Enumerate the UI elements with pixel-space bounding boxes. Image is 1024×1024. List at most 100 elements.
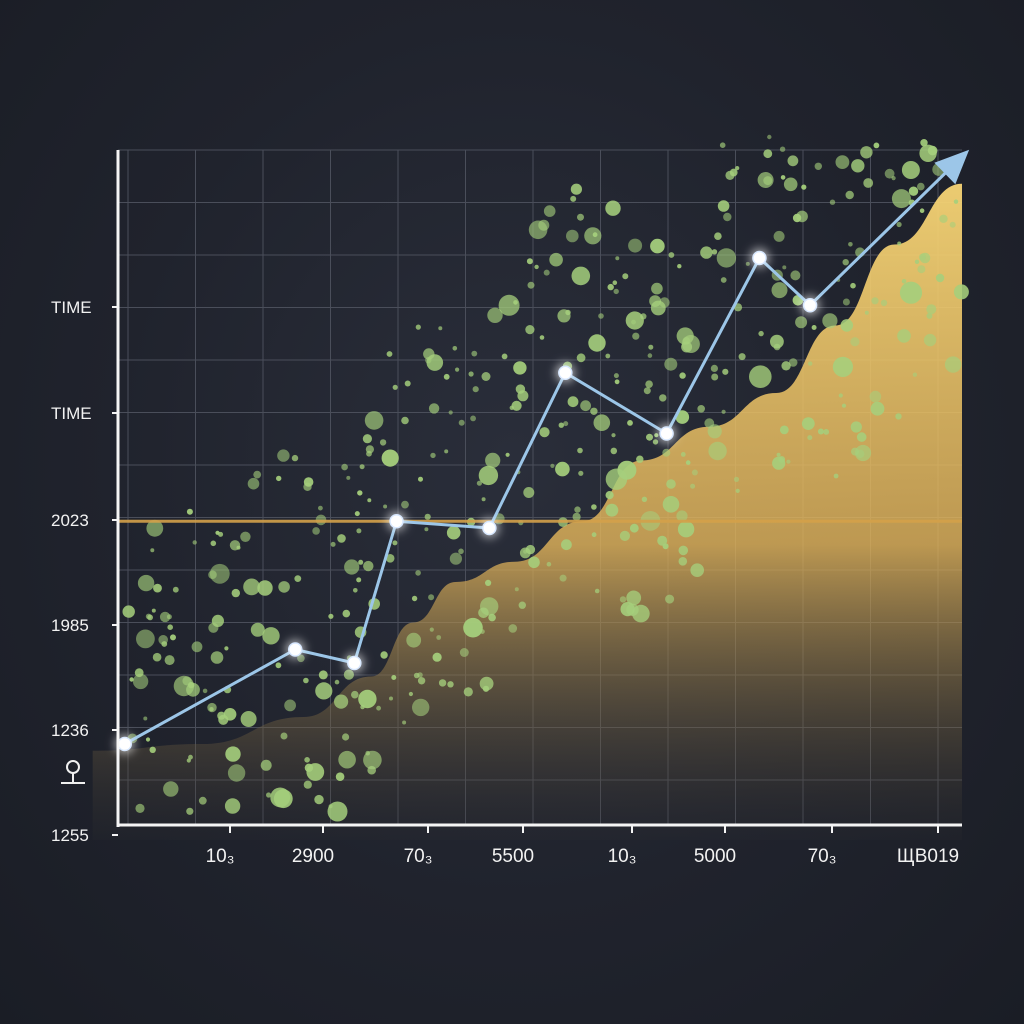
scatter-point — [270, 787, 291, 808]
scatter-point — [632, 604, 650, 623]
scatter-point — [415, 570, 421, 576]
scatter-point — [418, 476, 423, 482]
scatter-point — [303, 780, 312, 789]
scatter-point — [871, 297, 879, 305]
scatter-point — [381, 449, 399, 467]
scatter-point — [257, 580, 273, 596]
scatter-point — [697, 405, 705, 413]
trend-point — [347, 655, 362, 671]
trend-line-layer — [110, 149, 970, 758]
scatter-point — [914, 259, 920, 264]
scatter-point — [953, 199, 959, 204]
scatter-point — [449, 552, 462, 565]
scatter-point — [863, 178, 874, 188]
scatter-point — [850, 337, 860, 347]
scatter-point — [210, 540, 217, 547]
trend-point — [659, 426, 674, 441]
scatter-point — [786, 459, 791, 464]
scatter-point — [572, 512, 581, 521]
scatter-point — [558, 422, 564, 428]
scatter-point — [401, 500, 409, 509]
scatter-point — [851, 159, 865, 173]
scatter-point — [367, 498, 372, 503]
scatter-point — [528, 220, 548, 240]
scatter-point — [918, 253, 926, 261]
scatter-point — [354, 511, 360, 517]
scatter-point — [908, 186, 919, 196]
scatter-point — [546, 561, 552, 567]
scatter-point — [172, 586, 179, 593]
scatter-point — [711, 249, 718, 255]
scatter-point — [470, 415, 476, 422]
scatter-point — [574, 506, 581, 513]
scatter-point — [275, 662, 282, 669]
scatter-point — [364, 411, 384, 430]
scatter-point — [358, 559, 364, 565]
scatter-point — [920, 139, 928, 147]
scatter-point — [284, 699, 296, 712]
scatter-point — [632, 332, 640, 340]
trend-point — [287, 642, 303, 657]
scatter-point — [690, 563, 704, 577]
y-tick-label: TIME — [51, 404, 92, 423]
scatter-point — [594, 588, 600, 594]
scatter-point — [675, 410, 690, 424]
x-tick-label: 10₃ — [206, 846, 235, 867]
scatter-point — [159, 611, 171, 623]
scatter-point — [478, 465, 499, 486]
scatter-point — [897, 241, 902, 246]
scatter-layer — [122, 134, 969, 822]
scatter-point — [555, 461, 570, 477]
scatter-point — [479, 676, 494, 691]
scatter-point — [567, 396, 579, 408]
scatter-point — [614, 379, 620, 385]
scatter-point — [801, 417, 815, 430]
scatter-point — [891, 189, 911, 209]
scatter-point — [225, 746, 241, 762]
scatter-point — [926, 312, 933, 319]
scatter-point — [781, 361, 791, 371]
scatter-point — [459, 648, 469, 657]
scatter-point — [801, 184, 807, 190]
scatter-point — [917, 182, 925, 191]
x-tick-label: 5000 — [694, 846, 736, 867]
scatter-point — [735, 166, 740, 171]
scatter-point — [488, 613, 496, 622]
scatter-point — [356, 528, 362, 534]
scatter-point — [351, 690, 359, 699]
scatter-point — [294, 575, 302, 582]
scatter-point — [436, 635, 442, 640]
y-tick-label: 1985 — [51, 616, 89, 635]
scatter-point — [487, 307, 503, 323]
scatter-point — [659, 394, 667, 402]
scatter-point — [835, 155, 850, 170]
scatter-point — [605, 503, 619, 517]
scatter-point — [247, 477, 260, 490]
scatter-point — [733, 476, 740, 482]
scatter-point — [605, 200, 621, 216]
trend-point — [802, 298, 818, 313]
scatter-point — [901, 279, 907, 284]
scatter-point — [613, 373, 619, 379]
scatter-point — [850, 421, 862, 433]
scatter-point — [426, 354, 444, 371]
scatter-point — [651, 282, 663, 295]
scatter-point — [926, 304, 937, 315]
scatter-point — [304, 757, 310, 763]
scatter-point — [627, 420, 633, 426]
scatter-point — [376, 705, 381, 711]
scatter-point — [132, 673, 149, 690]
scatter-point — [149, 746, 156, 753]
scatter-point — [527, 281, 535, 289]
scatter-point — [526, 258, 533, 265]
scatter-point — [901, 161, 920, 179]
scatter-point — [949, 221, 956, 228]
scatter-point — [814, 162, 822, 170]
scatter-point — [779, 146, 786, 152]
scatter-point — [511, 400, 522, 411]
scatter-point — [767, 134, 772, 140]
scatter-point — [566, 229, 579, 243]
scatter-point — [539, 335, 545, 340]
